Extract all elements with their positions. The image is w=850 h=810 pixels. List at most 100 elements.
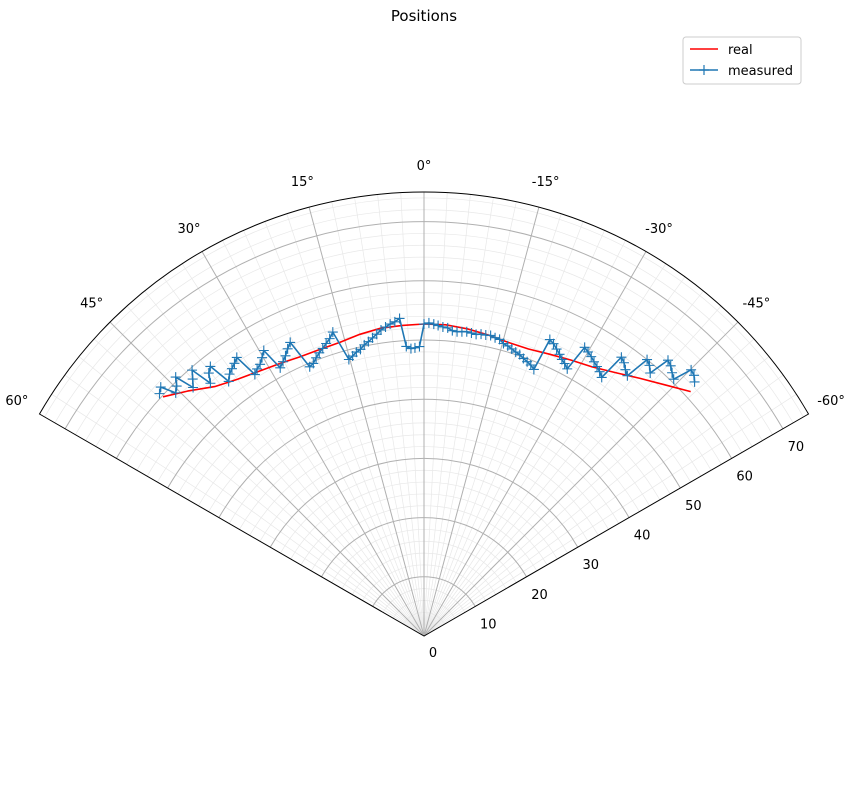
data-point-marker <box>689 376 700 387</box>
r-tick-label: 10 <box>480 617 497 632</box>
data-point-marker <box>620 364 631 375</box>
grid-spoke <box>308 206 425 637</box>
data-point-marker <box>428 319 439 330</box>
major-grid <box>64 192 784 637</box>
data-point-marker <box>171 381 182 392</box>
data-point-marker <box>510 347 521 358</box>
data-point-marker <box>203 368 214 379</box>
data-point-marker <box>642 354 653 365</box>
minor-grid-spoke <box>423 213 562 637</box>
data-point-marker <box>556 354 567 365</box>
minor-grid-spoke <box>377 194 425 637</box>
minor-grid-spoke <box>423 230 605 637</box>
data-point-marker <box>686 364 697 375</box>
theta-tick-labels: 60° 45° 30° 15° 0° -15° -30° -45° -60° <box>5 159 845 409</box>
minor-grid-spoke <box>423 276 686 637</box>
data-point-marker <box>385 319 396 330</box>
minor-grid-spoke <box>64 374 425 637</box>
data-point-marker <box>155 382 166 393</box>
minor-grid-spoke <box>423 393 797 637</box>
data-point-marker <box>351 347 362 358</box>
data-point-marker <box>437 321 448 332</box>
data-point-marker <box>170 387 181 398</box>
minor-grid-spoke <box>78 356 425 637</box>
data-point-marker <box>229 358 240 369</box>
grid-spoke <box>201 251 425 637</box>
minor-grid-spoke <box>144 290 425 637</box>
r-tick-label: 20 <box>531 588 548 603</box>
data-point-marker <box>285 337 296 348</box>
minor-grid-spoke <box>243 230 425 637</box>
data-point-marker <box>423 317 434 328</box>
grid-spoke <box>423 251 647 637</box>
minor-grid-spoke <box>423 240 626 637</box>
minor-grid-spoke <box>423 290 704 637</box>
data-point-marker <box>223 376 234 387</box>
data-point-marker <box>442 322 453 333</box>
grid-spoke <box>423 206 540 637</box>
data-point-marker <box>170 372 181 383</box>
data-point-marker <box>324 333 335 344</box>
data-point-marker <box>447 325 458 336</box>
theta-tick-label: 30° <box>177 222 200 237</box>
data-point-marker <box>466 328 477 339</box>
data-point-marker <box>586 351 597 362</box>
minor-grid-spoke <box>93 338 425 637</box>
minor-grid-spoke <box>423 192 448 637</box>
data-point-marker <box>662 355 673 366</box>
data-point-marker <box>665 360 676 371</box>
grid-spoke <box>423 321 739 637</box>
data-point-marker <box>205 361 216 372</box>
data-point-marker <box>280 350 291 361</box>
r-tick-label: 50 <box>685 499 702 514</box>
legend: real measured <box>682 36 802 85</box>
minor-grid-spoke <box>423 356 770 637</box>
data-point-marker <box>592 361 603 372</box>
series-measured <box>154 313 700 399</box>
data-point-marker <box>622 370 633 381</box>
theta-tick-label: 0° <box>417 159 432 174</box>
data-point-marker <box>257 352 268 363</box>
minor-grid-spoke <box>51 393 425 637</box>
theta-tick-label: 15° <box>291 175 314 190</box>
theta-tick-label: -30° <box>645 222 673 237</box>
data-point-marker <box>461 326 472 337</box>
minor-grid-spoke <box>423 305 722 637</box>
data-point-marker <box>618 357 629 368</box>
data-point-marker <box>667 367 678 378</box>
data-point-marker <box>548 338 559 349</box>
data-point-marker <box>278 356 289 367</box>
theta-tick-label: -15° <box>532 175 560 190</box>
data-point-marker <box>559 358 570 369</box>
data-point-marker <box>616 352 627 363</box>
data-point-marker <box>224 369 235 380</box>
data-point-marker <box>249 369 260 380</box>
data-point-marker <box>282 343 293 354</box>
legend-real-label: real <box>728 43 753 58</box>
polar-frame <box>38 191 810 637</box>
data-point-marker <box>419 319 429 330</box>
data-point-marker <box>551 344 562 355</box>
data-point-marker <box>498 338 509 349</box>
minor-grid-spoke <box>423 263 667 637</box>
data-point-marker <box>226 363 237 374</box>
data-point-marker <box>231 352 242 363</box>
minor-grid-spoke <box>222 240 425 637</box>
data-point-marker <box>371 329 382 340</box>
data-point-marker <box>275 362 286 373</box>
minor-grid-spoke <box>126 305 425 637</box>
data-point-marker <box>255 359 266 370</box>
minor-grid-spoke <box>423 338 755 637</box>
data-point-marker <box>258 345 269 356</box>
data-point-marker <box>401 341 412 352</box>
data-point-marker <box>594 366 605 377</box>
minor-grid-spoke <box>400 192 425 637</box>
minor-grid-spoke <box>286 213 425 637</box>
data-point-marker <box>394 313 405 324</box>
data-point-marker <box>308 358 319 369</box>
r-tick-label: 60 <box>736 469 753 484</box>
data-point-marker <box>476 329 487 340</box>
r-tick-label: 70 <box>788 440 805 455</box>
data-point-marker <box>409 342 420 353</box>
